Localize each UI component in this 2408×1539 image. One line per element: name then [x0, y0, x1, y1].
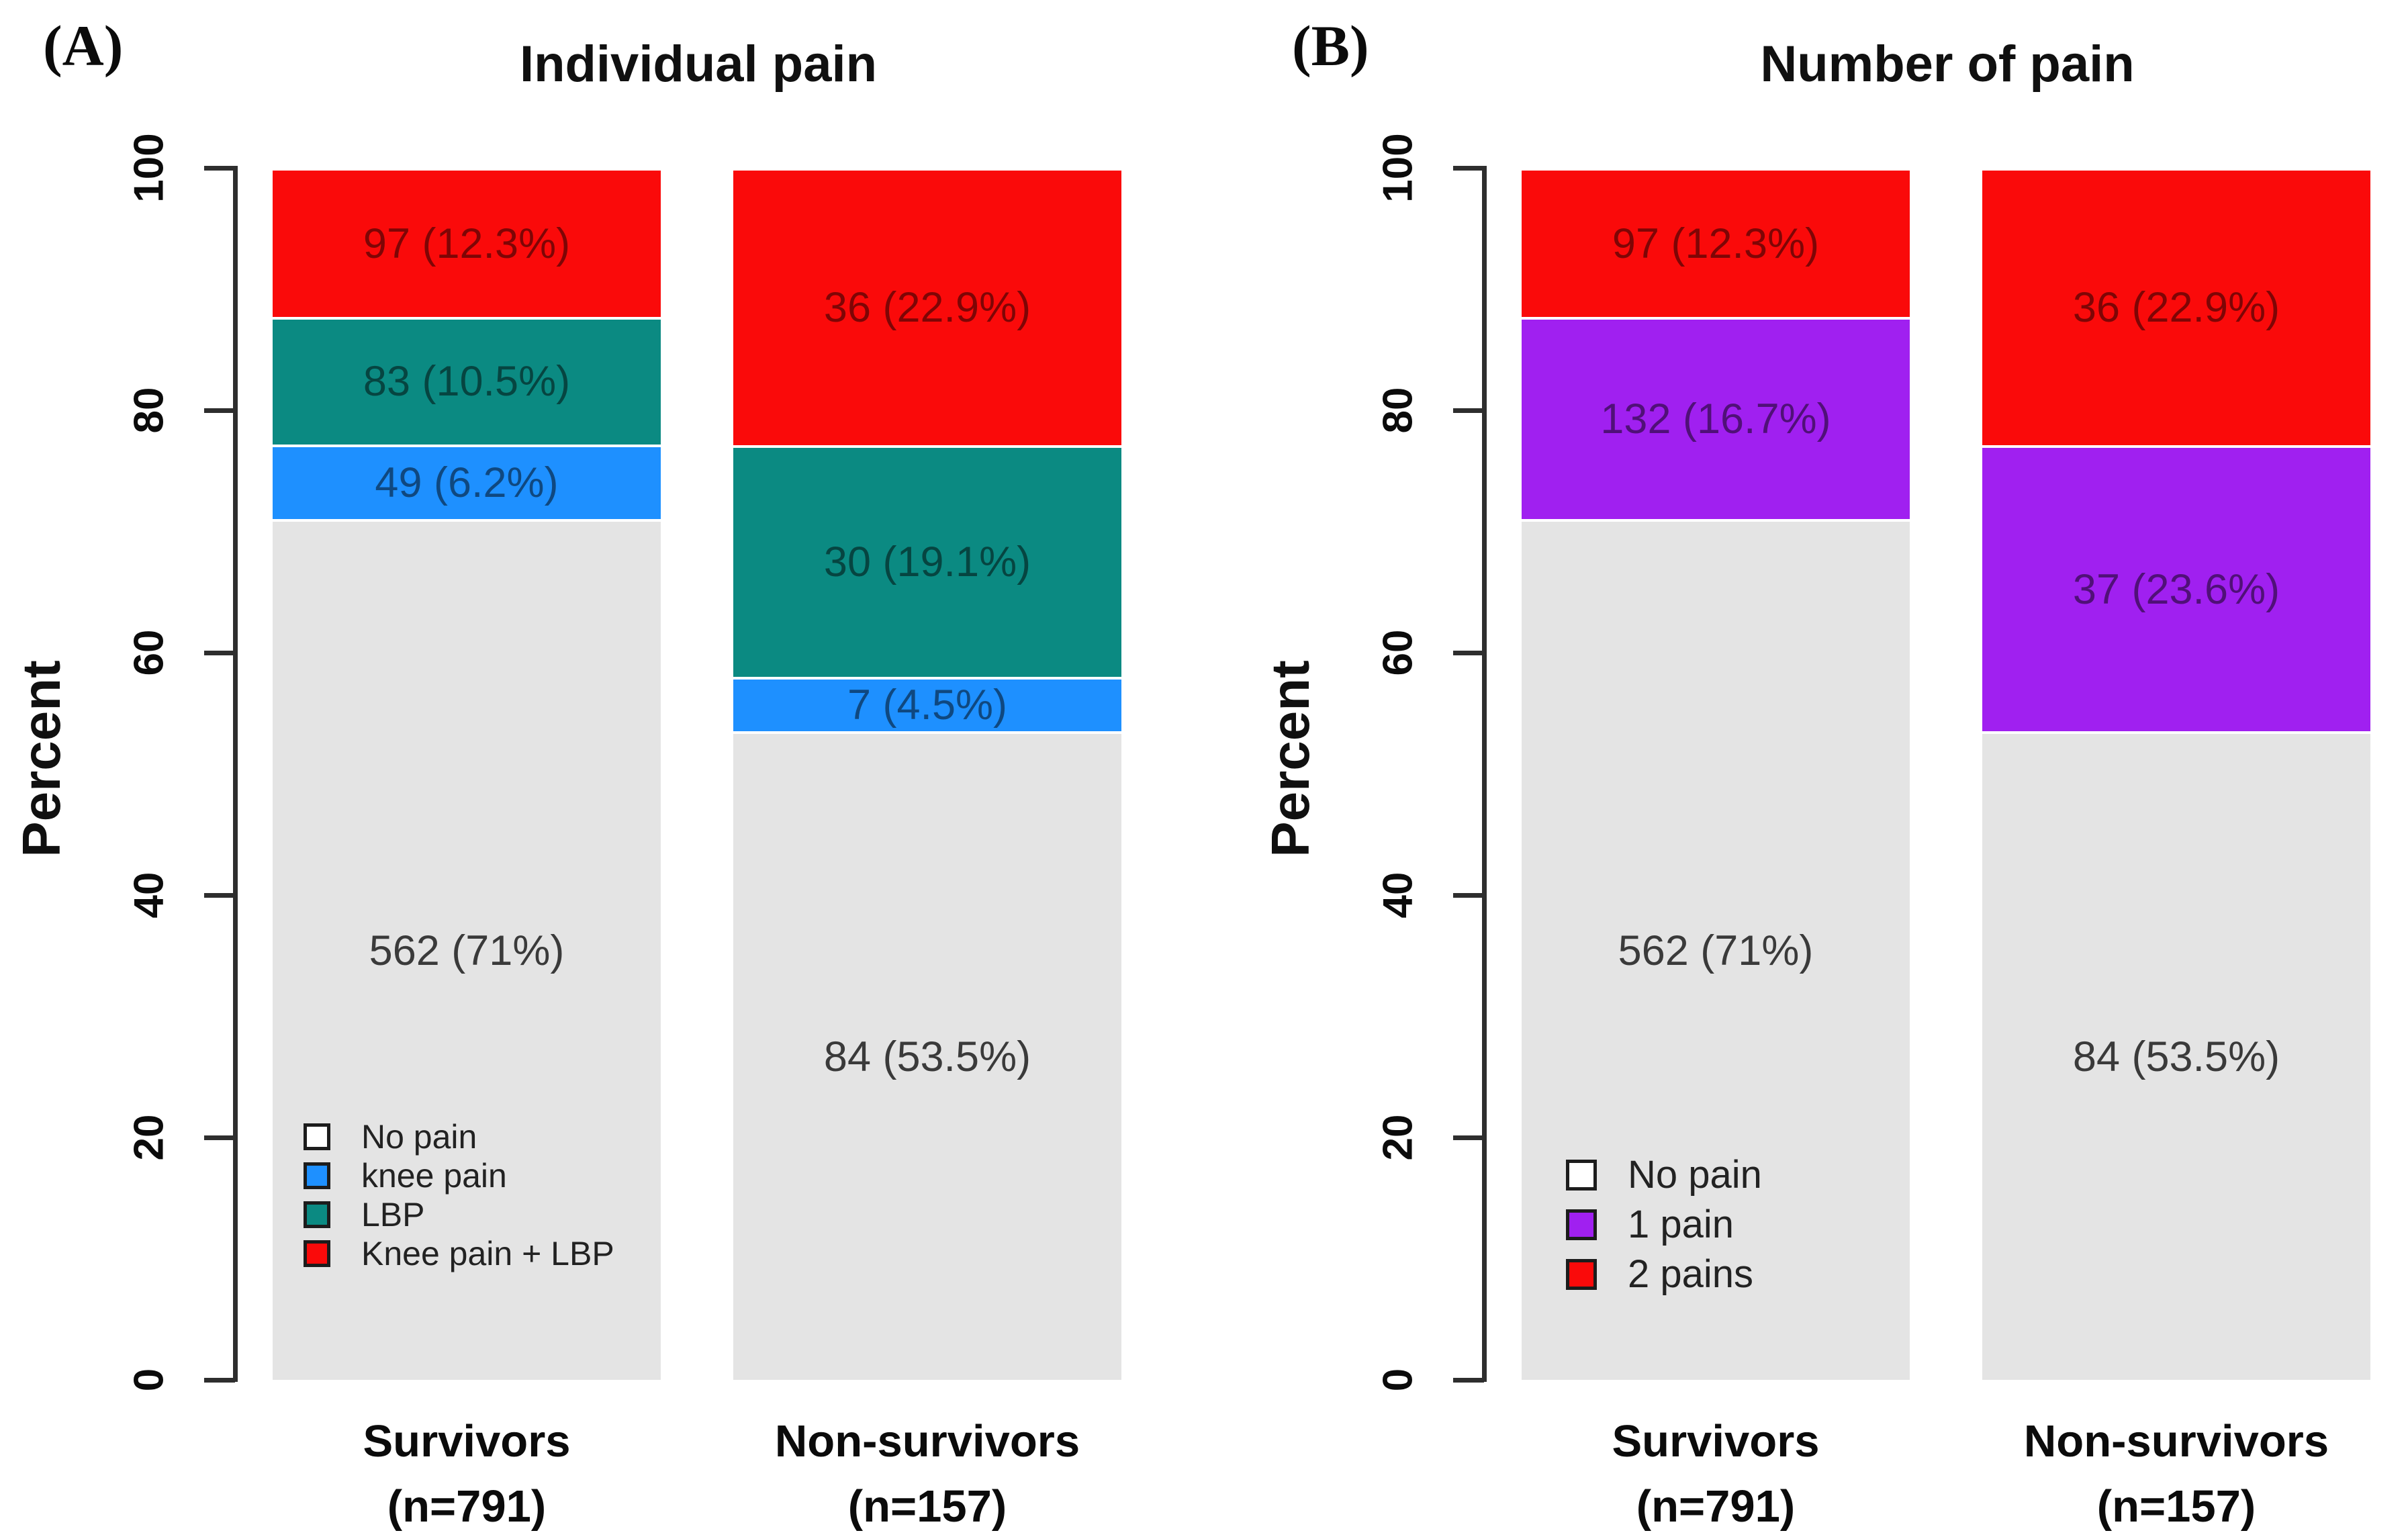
- y-tick-mark: [204, 1135, 235, 1140]
- x-category-label: Survivors (n=791): [273, 1409, 661, 1539]
- bar-segment-lbp: 83 (10.5%): [273, 317, 661, 445]
- bar-segment-knee-pain-lbp: 36 (22.9%): [733, 168, 1121, 446]
- y-tick-label: 20: [126, 1114, 173, 1161]
- chart-title-individual-pain: Individual pain: [519, 36, 878, 93]
- legend-swatch-2-pains: [1566, 1258, 1597, 1290]
- x-category-label-line: Non-survivors: [774, 1416, 1080, 1466]
- bar-segment-value-label: 562 (71%): [369, 927, 565, 974]
- legend-swatch-knee-pain-lbp: [304, 1240, 330, 1267]
- x-category-label: Survivors (n=791): [1522, 1409, 1910, 1539]
- y-tick-mark: [1453, 166, 1484, 171]
- legend-row: Knee pain + LBP: [304, 1234, 614, 1273]
- legend-row: 2 pains: [1566, 1252, 1753, 1297]
- y-tick-label: 100: [126, 133, 173, 203]
- y-tick-label: 40: [1375, 872, 1422, 919]
- y-tick-mark: [1453, 651, 1484, 655]
- y-tick-label: 20: [1375, 1114, 1422, 1161]
- bar-segment-value-label: 7 (4.5%): [847, 682, 1008, 729]
- x-category-label-line: (n=157): [2096, 1481, 2256, 1532]
- y-axis-label: Percent: [11, 660, 71, 857]
- legend-row: No pain: [304, 1117, 477, 1156]
- legend-row: 1 pain: [1566, 1202, 1734, 1247]
- bar-segment-value-label: 83 (10.5%): [363, 358, 571, 406]
- bar-segment-value-label: 30 (19.1%): [823, 539, 1031, 586]
- bar-segment-2-pains: 36 (22.9%): [1982, 168, 2370, 446]
- y-tick-label: 60: [126, 629, 173, 676]
- x-category-label-line: (n=157): [847, 1481, 1007, 1532]
- y-tick-label: 0: [1375, 1368, 1422, 1392]
- y-tick-mark: [204, 651, 235, 655]
- bar-segment-value-label: 84 (53.5%): [2072, 1033, 2280, 1080]
- bar-segment-value-label: 84 (53.5%): [823, 1033, 1031, 1080]
- bar-segment-no-pain: 84 (53.5%): [733, 731, 1121, 1380]
- bar-segment-value-label: 36 (22.9%): [2072, 284, 2280, 332]
- x-category-label-line: Survivors: [1612, 1416, 1820, 1466]
- bar-segment-value-label: 37 (23.6%): [2072, 565, 2280, 613]
- bar-segment-lbp: 30 (19.1%): [733, 445, 1121, 678]
- y-tick-mark: [204, 166, 235, 171]
- x-category-label: Non-survivors (n=157): [733, 1409, 1121, 1539]
- y-tick-mark: [1453, 1135, 1484, 1140]
- bar-segment-value-label: 97 (12.3%): [363, 220, 571, 267]
- legend-label: LBP: [361, 1196, 425, 1233]
- y-tick-mark: [204, 893, 235, 898]
- chart-title-number-of-pain: Number of pain: [1760, 36, 2135, 93]
- legend-swatch-1-pain: [1566, 1209, 1597, 1240]
- bar-segment-value-label: 36 (22.9%): [823, 284, 1031, 332]
- bar-segment-knee-pain-lbp: 97 (12.3%): [273, 168, 661, 317]
- y-tick-mark: [1453, 1378, 1484, 1383]
- panel-a-label: (A): [43, 13, 124, 78]
- x-category-label-line: Non-survivors: [2023, 1416, 2329, 1466]
- y-tick-mark: [204, 408, 235, 413]
- x-category-label-line: (n=791): [387, 1481, 547, 1532]
- panel-b-label: (B): [1292, 13, 1369, 78]
- bar-segment-value-label: 49 (6.2%): [375, 459, 559, 506]
- legend-swatch-no-pain: [304, 1123, 330, 1150]
- y-tick-label: 0: [126, 1368, 173, 1392]
- y-tick-label: 40: [126, 872, 173, 919]
- bar-segment-knee-pain: 49 (6.2%): [273, 444, 661, 520]
- panel-number-of-pain: (B) Number of pain Percent 0 20 40 60 80 100 5…: [1249, 0, 2408, 1532]
- bar-segment-value-label: 97 (12.3%): [1612, 220, 1820, 267]
- legend-label: knee pain: [361, 1157, 507, 1195]
- y-tick-label: 60: [1375, 629, 1422, 676]
- bar-segment-value-label: 132 (16.7%): [1600, 395, 1831, 443]
- legend-label: 1 pain: [1628, 1203, 1734, 1246]
- y-axis-line: [233, 166, 238, 1382]
- bar-segment-no-pain: 84 (53.5%): [1982, 731, 2370, 1380]
- bar-segment-knee-pain: 7 (4.5%): [733, 677, 1121, 732]
- x-category-label-line: Survivors: [363, 1416, 571, 1466]
- bar-segment-2-pains: 97 (12.3%): [1522, 168, 1910, 317]
- y-tick-mark: [204, 1378, 235, 1383]
- legend-swatch-knee-pain: [304, 1162, 330, 1189]
- bar-segment-value-label: 562 (71%): [1618, 927, 1814, 974]
- legend-label: No pain: [1628, 1153, 1762, 1197]
- y-axis-line: [1482, 166, 1487, 1382]
- legend-label: Knee pain + LBP: [361, 1235, 614, 1272]
- legend-label: No pain: [361, 1118, 477, 1156]
- legend-row: knee pain: [304, 1156, 507, 1195]
- x-category-label: Non-survivors (n=157): [1982, 1409, 2370, 1539]
- bar-segment-no-pain: 562 (71%): [273, 519, 661, 1380]
- legend-row: No pain: [1566, 1152, 1762, 1197]
- y-axis-label: Percent: [1260, 660, 1320, 857]
- legend-swatch-lbp: [304, 1201, 330, 1228]
- y-tick-label: 80: [126, 387, 173, 434]
- x-category-label-line: (n=791): [1636, 1481, 1796, 1532]
- bar-segment-1-pain: 37 (23.6%): [1982, 445, 2370, 732]
- legend-label: 2 pains: [1628, 1252, 1754, 1296]
- y-tick-label: 100: [1375, 133, 1422, 203]
- legend-row: LBP: [304, 1195, 425, 1234]
- y-tick-mark: [1453, 893, 1484, 898]
- bar-segment-no-pain: 562 (71%): [1522, 519, 1910, 1380]
- y-tick-label: 80: [1375, 387, 1422, 434]
- panel-individual-pain: (A) Individual pain Percent 0 20 40 60 80 100…: [0, 0, 1159, 1532]
- bar-segment-1-pain: 132 (16.7%): [1522, 317, 1910, 520]
- legend-swatch-no-pain: [1566, 1159, 1597, 1191]
- y-tick-mark: [1453, 408, 1484, 413]
